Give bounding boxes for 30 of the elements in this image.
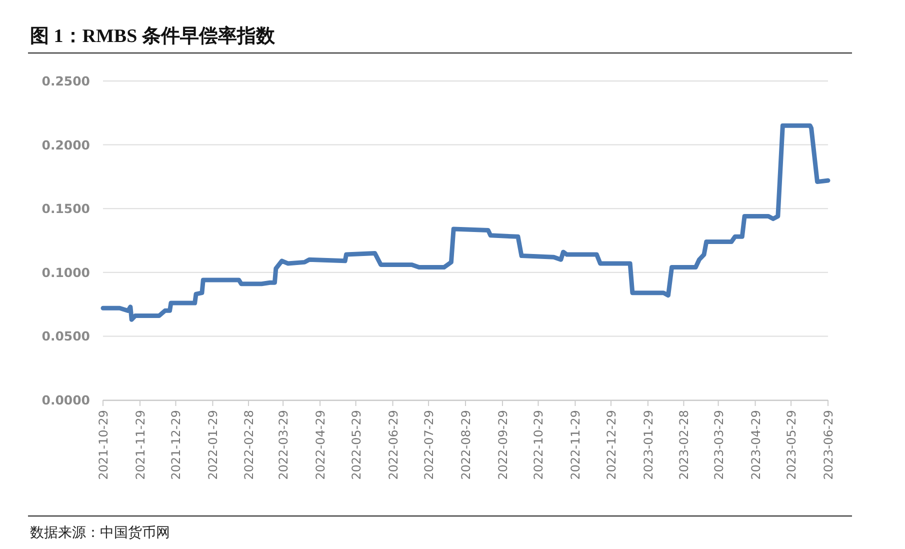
x-tick-label: 2023-05-29 [784, 410, 799, 480]
x-tick-label: 2022-01-29 [206, 410, 220, 480]
source-note: 数据来源：中国货币网 [30, 525, 170, 541]
y-tick-label: 0.1500 [42, 201, 90, 216]
y-tick-label: 0.1000 [42, 264, 90, 280]
x-tick-label: 2022-06-29 [386, 410, 400, 480]
x-tick-label: 2022-11-29 [568, 410, 583, 480]
x-tick-label: 2023-04-29 [748, 410, 763, 480]
x-tick-label: 2022-07-29 [422, 410, 436, 480]
x-tick-label: 2023-03-29 [712, 410, 726, 480]
x-tick-label: 2021-12-29 [169, 410, 184, 480]
chart-title: 图 1：RMBS 条件早偿率指数 [30, 25, 276, 47]
x-tick-label: 2021-10-29 [96, 410, 110, 480]
x-tick-label: 2021-11-29 [133, 410, 148, 480]
line-series [100, 123, 830, 322]
x-tick-label: 2022-09-29 [496, 410, 510, 480]
x-tick-label: 2023-01-29 [641, 410, 656, 480]
x-tick-label: 2022-05-29 [349, 410, 364, 480]
y-tick-label: 0.0500 [42, 328, 90, 344]
y-tick-label: 0.2000 [42, 137, 90, 152]
x-tick-label: 2022-03-29 [276, 410, 291, 480]
y-tick-label: 0.0000 [42, 392, 90, 408]
x-tick-label: 2022-02-28 [242, 410, 256, 480]
x-tick-label: 2022-12-29 [604, 410, 618, 480]
y-tick-label: 0.2500 [42, 74, 90, 88]
x-tick-label: 2022-10-29 [532, 410, 546, 480]
x-tick-label: 2022-04-29 [314, 410, 328, 480]
x-tick-label: 2023-06-29 [822, 410, 836, 480]
x-tick-label: 2022-08-29 [459, 410, 473, 480]
x-tick-label: 2023-02-28 [677, 410, 692, 480]
